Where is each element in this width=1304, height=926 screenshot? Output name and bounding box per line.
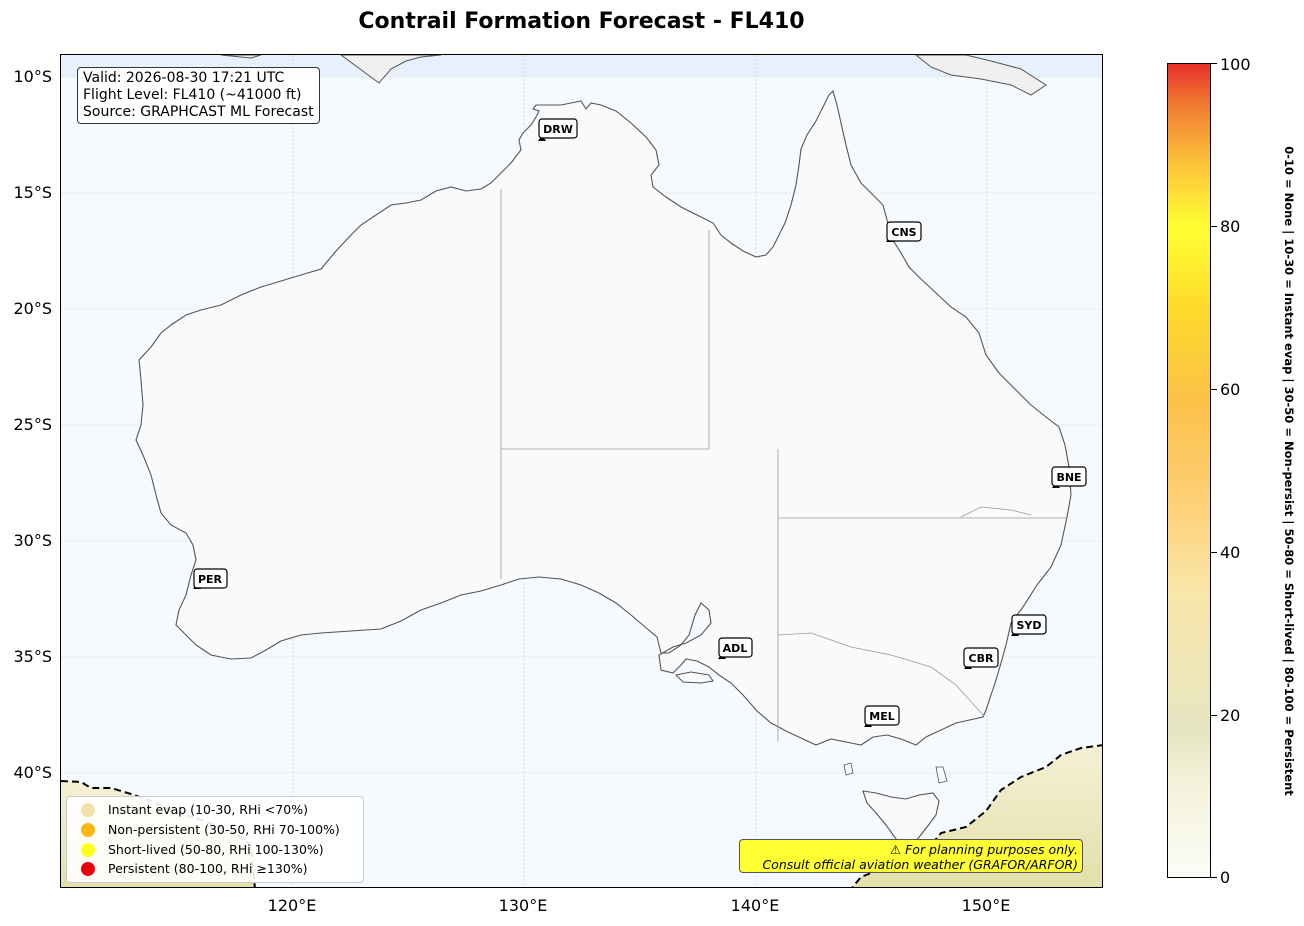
tasmania bbox=[862, 790, 940, 846]
airport-label-syd: SYD bbox=[1016, 619, 1041, 632]
disclaimer-box: ⚠ For planning purposes only. Consult of… bbox=[739, 839, 1083, 873]
airport-bne[interactable]: BNE bbox=[1051, 466, 1087, 488]
airport-label-adl: ADL bbox=[723, 642, 748, 655]
legend-label: Persistent (80-100, RHi ≥130%) bbox=[108, 861, 308, 876]
lat-label-10s: 10°S bbox=[13, 67, 52, 86]
airport-syd[interactable]: SYD bbox=[1011, 614, 1047, 636]
airport-markers: DRW CNS BNE PER ADL bbox=[193, 118, 1087, 727]
colorbar-label-0: 0 bbox=[1220, 868, 1231, 887]
colorbar-label-100: 100 bbox=[1220, 55, 1251, 74]
legend-label: Non-persistent (30-50, RHi 70-100%) bbox=[108, 822, 340, 837]
colorbar-tick bbox=[1211, 389, 1217, 390]
colorbar-label-80: 80 bbox=[1220, 217, 1241, 236]
island-flinders bbox=[935, 766, 948, 784]
legend-swatch bbox=[81, 842, 95, 857]
flight-level: Flight Level: FL410 (~41000 ft) bbox=[83, 87, 302, 103]
colorbar-tick bbox=[1211, 226, 1217, 227]
lat-label-35s: 35°S bbox=[13, 647, 52, 666]
airport-label-cns: CNS bbox=[891, 226, 916, 239]
colorbar-tick bbox=[1211, 877, 1217, 878]
map-panel[interactable]: DRW CNS BNE PER ADL bbox=[60, 54, 1103, 888]
airport-cns[interactable]: CNS bbox=[886, 221, 922, 242]
lon-label-140e: 140°E bbox=[730, 896, 780, 915]
legend-item-non-persistent: Non-persistent (30-50, RHi 70-100%) bbox=[81, 820, 340, 840]
colorbar-category-key: 0-10 = None | 10-30 = Instant evap | 30-… bbox=[1282, 145, 1296, 796]
map-svg: DRW CNS BNE PER ADL bbox=[61, 55, 1102, 887]
colorbar-tick bbox=[1211, 63, 1217, 64]
kangaroo-island bbox=[674, 671, 714, 684]
legend-item-persistent: Persistent (80-100, RHi ≥130%) bbox=[81, 859, 308, 879]
colorbar-label-60: 60 bbox=[1220, 380, 1241, 399]
lon-label-130e: 130°E bbox=[498, 896, 548, 915]
lon-label-120e: 120°E bbox=[267, 896, 317, 915]
island-north bbox=[220, 55, 262, 59]
legend-swatch bbox=[81, 822, 95, 837]
airport-label-drw: DRW bbox=[543, 123, 573, 136]
lat-label-25s: 25°S bbox=[13, 415, 52, 434]
legend-item-instant-evap: Instant evap (10-30, RHi <70%) bbox=[81, 800, 308, 820]
colorbar-side-label: 0-10 = None | 10-30 = Instant evap | 30-… bbox=[1280, 63, 1298, 878]
airport-label-per: PER bbox=[198, 573, 223, 586]
airport-label-cbr: CBR bbox=[969, 652, 994, 665]
chart-title: Contrail Formation Forecast - FL410 bbox=[358, 9, 805, 34]
airport-cbr[interactable]: CBR bbox=[963, 647, 999, 669]
forecast-info-box: Valid: 2026-08-30 17:21 UTC Flight Level… bbox=[77, 67, 320, 124]
colorbar-tick bbox=[1211, 552, 1217, 553]
island-king bbox=[843, 762, 854, 776]
north-band bbox=[61, 55, 1102, 77]
disclaimer-line-1: ⚠ For planning purposes only. bbox=[890, 842, 1078, 857]
legend-swatch bbox=[81, 802, 95, 817]
legend-swatch bbox=[81, 861, 95, 876]
island-timor bbox=[340, 55, 442, 84]
state-borders bbox=[500, 189, 1066, 741]
valid-time: Valid: 2026-08-30 17:21 UTC bbox=[83, 70, 285, 86]
lat-label-15s: 15°S bbox=[13, 183, 52, 202]
lat-label-20s: 20°S bbox=[13, 299, 52, 318]
lon-label-150e: 150°E bbox=[961, 896, 1011, 915]
colorbar bbox=[1167, 63, 1211, 878]
new-guinea bbox=[915, 55, 1047, 96]
colorbar-label-20: 20 bbox=[1220, 706, 1241, 725]
disclaimer-line-2: Consult official aviation weather (GRAFO… bbox=[762, 857, 1078, 872]
legend-label: Short-lived (50-80, RHi 100-130%) bbox=[108, 842, 324, 857]
data-source: Source: GRAPHCAST ML Forecast bbox=[83, 104, 314, 120]
airport-drw[interactable]: DRW bbox=[538, 118, 578, 141]
lat-label-40s: 40°S bbox=[13, 763, 52, 782]
colorbar-label-40: 40 bbox=[1220, 543, 1241, 562]
airport-adl[interactable]: ADL bbox=[718, 637, 753, 659]
legend-item-short-lived: Short-lived (50-80, RHi 100-130%) bbox=[81, 840, 324, 860]
airport-mel[interactable]: MEL bbox=[864, 705, 900, 727]
legend-label: Instant evap (10-30, RHi <70%) bbox=[108, 802, 308, 817]
australia-mainland bbox=[135, 89, 1072, 746]
colorbar-tick bbox=[1211, 715, 1217, 716]
lat-label-30s: 30°S bbox=[13, 531, 52, 550]
legend: Instant evap (10-30, RHi <70%) Non-persi… bbox=[66, 796, 364, 883]
airport-per[interactable]: PER bbox=[193, 568, 228, 589]
airport-label-mel: MEL bbox=[869, 710, 894, 723]
airport-label-bne: BNE bbox=[1056, 471, 1081, 484]
